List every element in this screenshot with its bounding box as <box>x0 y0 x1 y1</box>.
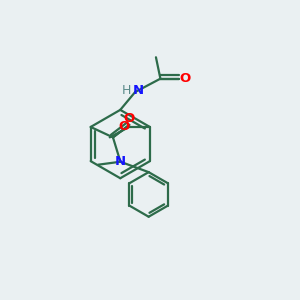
Text: N: N <box>115 155 126 168</box>
Text: O: O <box>118 121 129 134</box>
Text: O: O <box>124 112 135 125</box>
Text: H: H <box>122 84 131 98</box>
Text: N: N <box>133 84 144 98</box>
Text: O: O <box>180 72 191 85</box>
